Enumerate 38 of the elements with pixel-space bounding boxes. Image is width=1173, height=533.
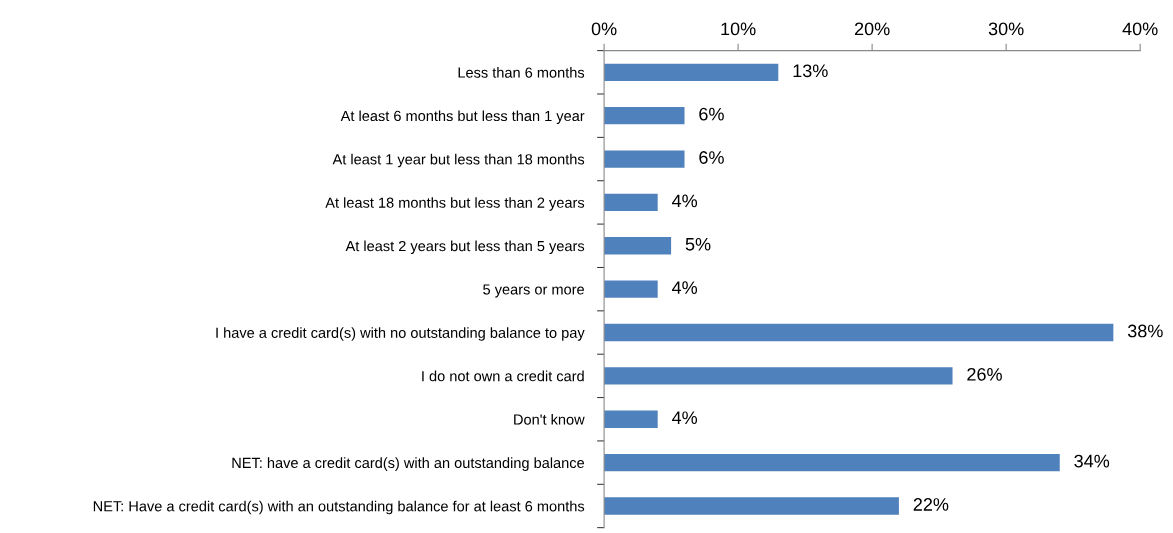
x-tick-label: 20% bbox=[854, 22, 890, 36]
y-tick-label: I do not own a credit card bbox=[422, 370, 584, 382]
data-label: 26% bbox=[967, 367, 1002, 381]
data-label: 4% bbox=[672, 281, 698, 294]
data-label: 6% bbox=[699, 151, 724, 164]
x-tick-label: 10% bbox=[721, 22, 756, 36]
y-tick-label: 5 years or more bbox=[483, 284, 585, 298]
bar bbox=[604, 497, 899, 515]
data-label: 6% bbox=[699, 107, 724, 121]
data-label: 13% bbox=[793, 64, 828, 78]
y-tick-label: Don't know bbox=[514, 413, 585, 425]
bar bbox=[604, 107, 685, 125]
y-tick-label: NET: Have a credit card(s) with an outstanding balance for at least 6 months bbox=[93, 500, 585, 515]
y-tick-label: Less than 6 months bbox=[458, 67, 585, 78]
y-tick-label: I have a credit card(s) with no outstanding balance to pay bbox=[216, 327, 585, 341]
y-tick-label: At least 1 year but less than 18 months bbox=[332, 153, 585, 168]
data-label: 34% bbox=[1074, 454, 1110, 468]
data-label: 22% bbox=[913, 498, 949, 511]
bar bbox=[604, 323, 1114, 342]
y-tick-label: At least 6 months but less than 1 year bbox=[340, 110, 585, 124]
x-tick-label: 0% bbox=[591, 22, 617, 36]
x-tick-label: 40% bbox=[1122, 22, 1158, 36]
data-label: 4% bbox=[672, 194, 698, 208]
bar bbox=[604, 193, 658, 212]
y-tick-label: NET: have a credit card(s) with an outstanding balance bbox=[232, 457, 585, 471]
data-label: 4% bbox=[672, 411, 698, 425]
y-tick-label: At least 18 months but less than 2 years bbox=[325, 197, 585, 211]
bar bbox=[604, 453, 1060, 472]
bar bbox=[604, 367, 953, 385]
y-tick-label: At least 2 years but less than 5 years bbox=[345, 240, 585, 255]
bar bbox=[604, 150, 685, 168]
bar bbox=[604, 63, 779, 81]
bar bbox=[604, 237, 672, 255]
data-label: 38% bbox=[1127, 324, 1163, 338]
bar bbox=[604, 280, 658, 298]
x-tick-label: 30% bbox=[988, 22, 1024, 36]
bar bbox=[604, 410, 658, 428]
data-label: 5% bbox=[685, 237, 711, 251]
